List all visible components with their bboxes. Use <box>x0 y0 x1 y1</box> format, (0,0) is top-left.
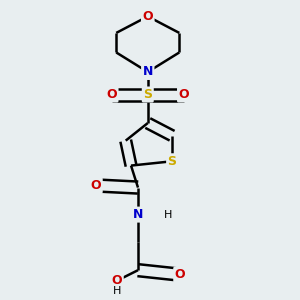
Text: O: O <box>142 10 153 23</box>
Text: H: H <box>164 210 172 220</box>
Text: S: S <box>143 88 152 101</box>
Text: O: O <box>106 88 117 101</box>
Text: N: N <box>142 65 153 79</box>
Text: N: N <box>133 208 143 221</box>
Text: O: O <box>112 274 122 287</box>
Text: O: O <box>178 88 189 101</box>
Text: O: O <box>175 268 185 281</box>
Text: H: H <box>113 286 121 296</box>
Text: S: S <box>168 155 177 168</box>
Text: O: O <box>91 179 101 192</box>
